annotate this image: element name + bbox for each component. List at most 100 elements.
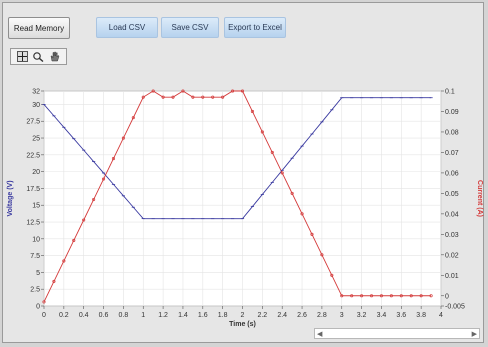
y-left-tick-label: 2.5: [30, 287, 40, 294]
x-tick-label: 2.8: [317, 312, 327, 319]
export-to-excel-button[interactable]: Export to Excel: [224, 17, 286, 38]
y-right-tick-label: 0.01: [445, 273, 459, 280]
y-right-tick-label: 0.08: [445, 129, 459, 136]
current-point: [111, 157, 116, 161]
save-csv-button[interactable]: Save CSV: [161, 17, 219, 38]
y-left-tick-label: 0: [36, 304, 40, 311]
x-tick-label: 1.6: [198, 312, 208, 319]
current-series-points: [42, 89, 433, 304]
current-point: [419, 294, 423, 298]
x-tick-label: 1.4: [178, 312, 188, 319]
x-tick-label: 0: [42, 312, 46, 319]
y-right-tick-label: 0.02: [445, 252, 459, 259]
current-point: [231, 89, 235, 93]
x-tick-label: 0.4: [79, 312, 89, 319]
graph-palette: [10, 48, 67, 65]
scroll-right-icon[interactable]: ▶: [471, 331, 477, 338]
y-right-tick-label: 0.05: [445, 191, 459, 198]
voltage-series-line: [43, 97, 432, 220]
current-point: [429, 294, 433, 298]
y-left-tick-label: 5: [36, 270, 40, 277]
load-csv-button[interactable]: Load CSV: [96, 17, 158, 38]
y-left-tick-label: 7.5: [30, 253, 40, 260]
scroll-left-icon[interactable]: ◀: [317, 331, 323, 338]
current-point: [191, 95, 195, 99]
x-axis-ticks: 0 0.2 0.4 0.6 0.8 1 1.2 1.4 1.6 1.8 2 2.2 2.4 2.6 2.8 3…: [42, 306, 443, 319]
y-left-tick-label: 20: [32, 169, 40, 176]
left-axis-label: Voltage (V): [7, 180, 14, 216]
current-point: [102, 177, 106, 181]
voltage-series-points: [42, 97, 433, 220]
y-left-tick-label: 25: [32, 136, 40, 143]
current-point: [240, 89, 245, 93]
horizontal-scrollbar[interactable]: ◀ ▶: [314, 328, 480, 339]
read-memory-button[interactable]: Read Memory: [8, 17, 70, 39]
current-point: [399, 294, 403, 298]
y-left-tick-label: 22.5: [26, 152, 40, 159]
x-tick-label: 2.4: [277, 312, 287, 319]
x-tick-label: 2: [241, 312, 245, 319]
right-axis-ticks: -0.005 0 0.01 0.02 0.03 0.04 0.05 0.06 0.07 0.08 0…: [441, 89, 465, 311]
y-right-tick-label: 0.1: [445, 89, 455, 96]
pan-hand-icon[interactable]: [48, 51, 61, 62]
current-point: [280, 171, 284, 175]
y-right-tick-label: 0.09: [445, 109, 459, 116]
grid: [43, 90, 442, 307]
current-point: [360, 294, 364, 298]
current-point: [121, 136, 125, 140]
current-point: [181, 89, 185, 93]
current-point: [350, 294, 354, 298]
current-point: [369, 294, 374, 298]
right-axis-label: Current (A): [476, 180, 483, 217]
current-point: [330, 273, 334, 277]
current-point: [131, 116, 135, 120]
x-tick-label: 3.4: [377, 312, 387, 319]
current-point: [161, 95, 165, 99]
current-point: [379, 294, 384, 298]
x-tick-label: 3.6: [396, 312, 406, 319]
current-point: [72, 238, 76, 243]
current-point: [62, 259, 66, 263]
current-point: [260, 130, 264, 134]
x-tick-label: 0.6: [99, 312, 109, 319]
current-point: [92, 197, 96, 202]
current-point: [141, 95, 145, 99]
current-point: [340, 294, 344, 298]
current-point: [300, 212, 304, 216]
y-right-tick-label: 0.03: [445, 232, 459, 239]
y-left-tick-label: 12.5: [26, 220, 40, 227]
left-axis-ticks: 0 2.5 5 7.5 10 12.5 15 17.5 20 22.5 25 27.5 30 32: [26, 89, 44, 311]
x-tick-label: 3.2: [357, 312, 367, 319]
current-point: [290, 191, 294, 195]
x-tick-label: 2.2: [257, 312, 267, 319]
current-point: [151, 89, 155, 93]
current-point: [42, 300, 46, 304]
y-left-tick-label: 27.5: [26, 119, 40, 126]
zoom-icon[interactable]: [32, 51, 45, 62]
y-right-tick-label: 0: [445, 293, 449, 300]
y-left-tick-label: 17.5: [26, 186, 40, 193]
current-point: [82, 218, 86, 222]
y-left-tick-label: 32: [32, 89, 40, 96]
x-tick-label: 1: [141, 312, 145, 319]
y-left-tick-label: 15: [32, 203, 40, 210]
current-point: [320, 253, 324, 257]
y-right-tick-label: 0.04: [445, 211, 459, 218]
current-point: [409, 294, 413, 298]
x-tick-label: 0.8: [119, 312, 129, 319]
current-point: [52, 279, 56, 283]
x-tick-label: 1.8: [218, 312, 228, 319]
crosshair-icon[interactable]: [16, 51, 29, 62]
x-tick-label: 0.2: [59, 312, 69, 319]
y-left-tick-label: 30: [32, 102, 40, 109]
current-point: [310, 232, 314, 236]
current-series-line: [43, 90, 432, 303]
x-tick-label: 4: [439, 312, 443, 319]
current-point: [389, 294, 393, 298]
y-right-tick-label: 0.06: [445, 170, 459, 177]
x-axis-label: Time (s): [229, 321, 256, 328]
x-tick-label: 3: [340, 312, 344, 319]
current-point: [211, 95, 215, 99]
current-point: [201, 95, 205, 99]
